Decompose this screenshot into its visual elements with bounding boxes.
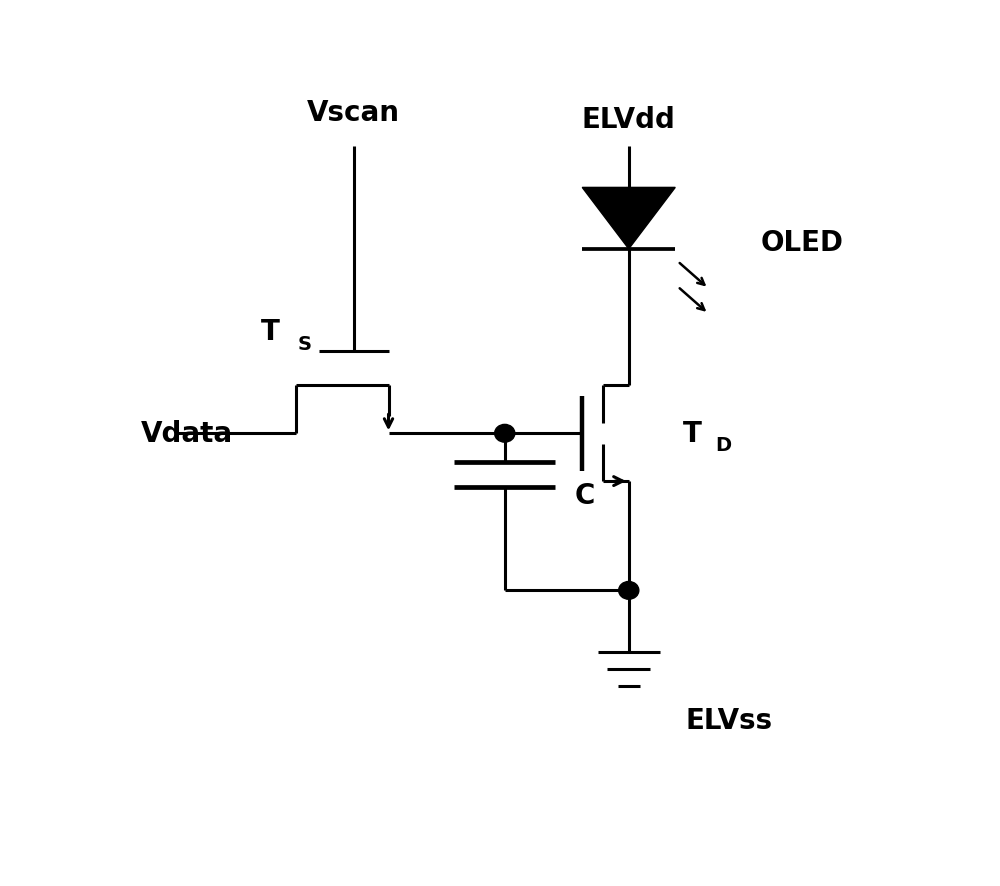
Text: ELVdd: ELVdd — [582, 105, 676, 134]
Text: Vscan: Vscan — [307, 99, 400, 127]
Text: D: D — [716, 435, 732, 455]
Circle shape — [619, 582, 639, 600]
Text: S: S — [298, 334, 312, 354]
Text: ELVss: ELVss — [686, 707, 773, 734]
Circle shape — [495, 425, 515, 443]
Text: T: T — [683, 420, 702, 447]
Text: OLED: OLED — [761, 229, 844, 257]
Text: C: C — [574, 481, 595, 509]
Text: Vdata: Vdata — [140, 420, 233, 447]
Polygon shape — [582, 188, 675, 250]
Text: T: T — [261, 317, 280, 346]
